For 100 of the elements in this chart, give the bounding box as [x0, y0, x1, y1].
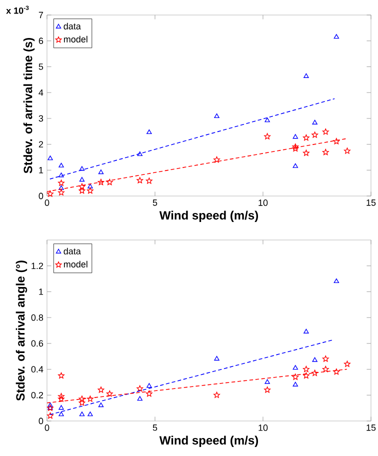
- y-axis-title: Stdev. of arrival angle (°): [16, 260, 28, 401]
- point: [302, 372, 310, 379]
- point: [146, 390, 152, 397]
- point: [106, 390, 113, 397]
- point: [47, 412, 54, 419]
- y-tick-label: 1.2: [32, 262, 44, 269]
- y-tick-label: 2: [38, 141, 44, 148]
- y-tick-label: 5: [38, 64, 44, 70]
- point: [214, 113, 220, 118]
- legend-label: data: [64, 22, 81, 30]
- point: [292, 365, 298, 370]
- point: [304, 328, 309, 334]
- point: [48, 156, 53, 160]
- point: [58, 185, 64, 190]
- y-tick-label: 7: [38, 12, 44, 18]
- point: [58, 172, 64, 178]
- point: [146, 129, 152, 134]
- point: [334, 278, 340, 284]
- point: [58, 162, 64, 168]
- point: [86, 396, 94, 402]
- point: [79, 177, 85, 182]
- y-axis-title: Stdev. of arrival time (s): [23, 38, 35, 174]
- point: [79, 166, 85, 171]
- y-tick-label: 1: [39, 288, 44, 295]
- point: [146, 383, 152, 388]
- point: [137, 151, 142, 156]
- y-tick-label: 0.4: [31, 366, 44, 372]
- x-tick-label: 5: [152, 200, 158, 206]
- point: [264, 133, 271, 140]
- point: [86, 187, 94, 194]
- point: [58, 405, 64, 410]
- y-tick-label: 0.2: [31, 392, 44, 398]
- point: [312, 357, 318, 362]
- point: [98, 402, 104, 408]
- point: [214, 356, 220, 361]
- point: [58, 393, 64, 400]
- y-tick-label: 0: [38, 418, 44, 424]
- x-tick-label: 10: [258, 424, 268, 431]
- point: [292, 134, 298, 139]
- x-tick-label: 0: [44, 424, 50, 431]
- point: [334, 34, 340, 39]
- point: [58, 372, 64, 379]
- point: [88, 184, 93, 188]
- point: [312, 132, 318, 138]
- point: [58, 412, 64, 416]
- point: [214, 392, 220, 398]
- point: [312, 370, 318, 376]
- point: [302, 150, 310, 156]
- point: [214, 156, 220, 163]
- x-tick-label: 15: [366, 200, 376, 206]
- point: [78, 187, 86, 194]
- point: [302, 366, 310, 372]
- point: [58, 396, 64, 402]
- legend-label: model: [64, 36, 88, 42]
- point: [78, 396, 86, 402]
- point: [344, 148, 350, 154]
- point: [322, 128, 329, 135]
- point: [47, 190, 54, 197]
- point: [78, 400, 86, 406]
- point: [136, 385, 144, 392]
- point: [98, 178, 104, 186]
- point: [333, 138, 340, 144]
- y-tick-label: 0.8: [31, 314, 44, 321]
- point: [98, 386, 104, 393]
- point: [292, 382, 298, 386]
- point: [302, 134, 310, 141]
- y-tick-label: 0: [38, 192, 44, 200]
- x-axis-title: Wind speed (m/s): [159, 436, 258, 447]
- point: [322, 356, 329, 362]
- legend-label: data: [64, 248, 81, 254]
- point: [322, 366, 329, 372]
- y-tick-label: 0.6: [31, 340, 44, 347]
- point: [106, 178, 113, 186]
- x-tick-label: 5: [152, 424, 158, 431]
- legend-label: model: [64, 260, 88, 268]
- point: [136, 177, 144, 184]
- point: [333, 368, 340, 375]
- point: [304, 73, 309, 78]
- point: [264, 379, 270, 384]
- point: [312, 120, 318, 124]
- x-tick-label: 10: [258, 200, 268, 206]
- y-tick-label: 6: [38, 38, 44, 44]
- point: [88, 412, 93, 416]
- x-axis-title: Wind speed (m/s): [159, 210, 258, 222]
- point: [58, 189, 64, 196]
- point: [137, 396, 142, 401]
- point: [78, 183, 86, 190]
- point: [58, 180, 64, 186]
- y-tick-label: 4: [38, 89, 44, 96]
- y-tick-label: 3: [38, 115, 44, 122]
- point: [344, 360, 350, 367]
- point: [146, 178, 152, 184]
- point: [98, 170, 104, 174]
- x-tick-label: 15: [366, 424, 376, 431]
- y-tick-label: 1: [39, 167, 44, 174]
- point: [292, 374, 299, 380]
- point: [264, 118, 270, 122]
- text: x 10$^{-3}$: [6, 6, 29, 14]
- point: [322, 148, 329, 156]
- x-tick-label: 0: [44, 200, 50, 206]
